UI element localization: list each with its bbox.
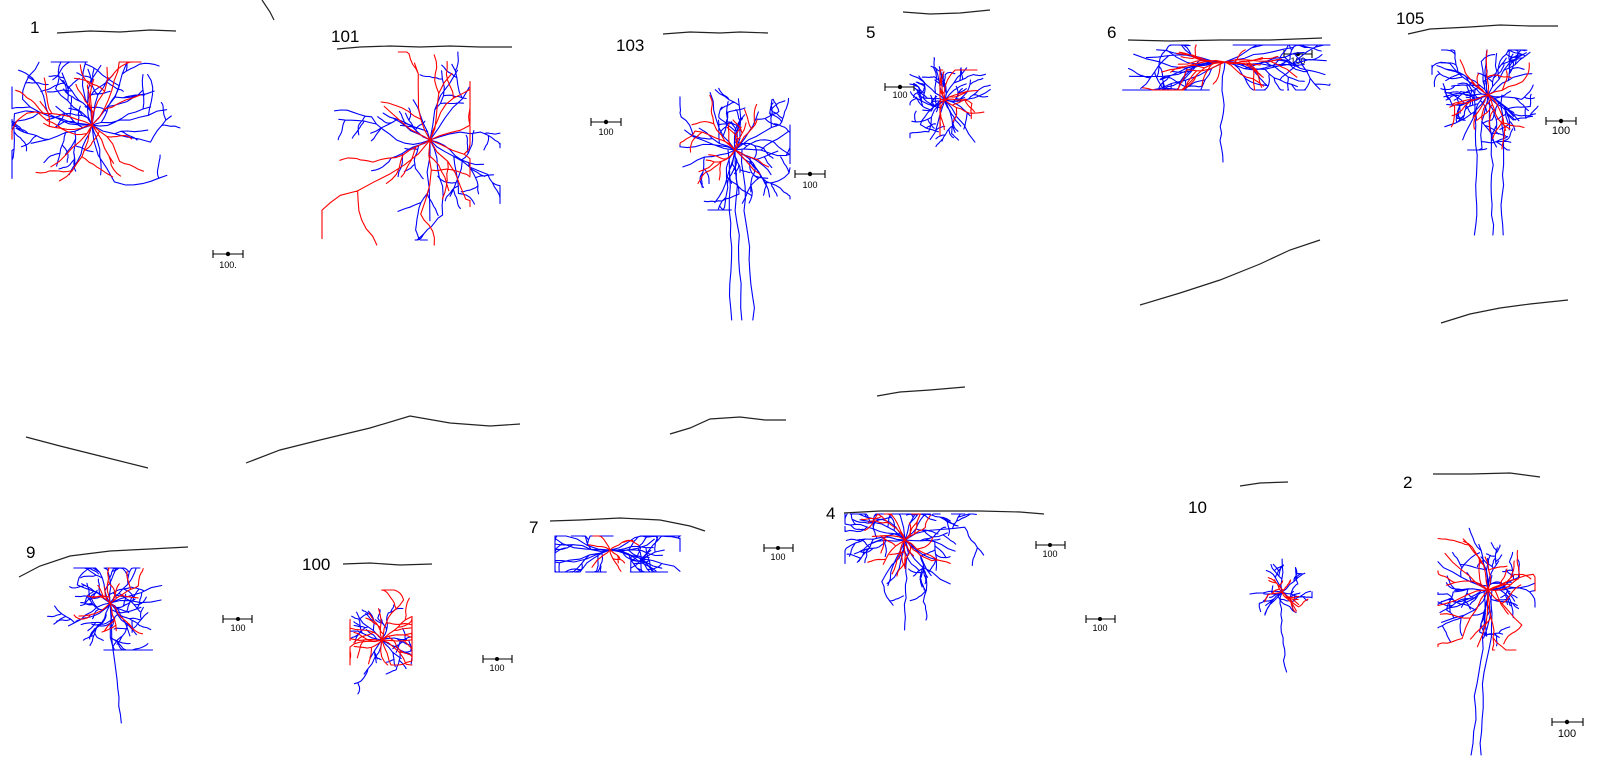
- cell-label-6: 6: [1107, 23, 1116, 42]
- scale-label: 100: [598, 127, 613, 137]
- axon-trunk: [1279, 591, 1288, 673]
- neuron-cell-5: [909, 57, 991, 148]
- neuron-cell-105: [1431, 49, 1539, 236]
- scale-bar-cell-9: 100: [222, 615, 253, 633]
- axon-arbor: [554, 535, 682, 573]
- cell-label-100: 100: [302, 555, 330, 574]
- cell-label-2: 2: [1403, 473, 1412, 492]
- axon-arbor: [1122, 44, 1331, 91]
- dendrite-arbor: [73, 567, 144, 635]
- scale-label: 100.: [219, 260, 237, 270]
- neuron-cell-2: [1437, 527, 1536, 756]
- cell-labels: 1 101 103 5 6 105 9 100 7 4 10 2: [26, 9, 1424, 574]
- scale-bar-cell-1: 100.: [212, 250, 244, 270]
- axon-arbor: [47, 567, 163, 651]
- dendrite-arbor: [679, 94, 770, 185]
- neuron-cell-103: [679, 87, 791, 321]
- scale-bar-cell-4: 100: [1035, 541, 1066, 559]
- scale-label: 100: [1042, 549, 1057, 559]
- neuron-cell-4: [844, 513, 985, 631]
- scale-label: 100: [489, 663, 504, 673]
- neuron-cell-1: [11, 61, 181, 186]
- neuron-cell-101: [321, 51, 501, 246]
- scale-label: 100: [802, 180, 817, 190]
- scale-label: 100: [230, 623, 245, 633]
- scale-bar-cell-103: 100: [590, 118, 622, 137]
- scale-bar-cell-2: 100: [1551, 718, 1584, 740]
- dendrite-arbor: [860, 513, 951, 577]
- cell-label-4: 4: [826, 504, 835, 523]
- scale-label: 100: [892, 90, 907, 100]
- neuron-cell-100: [349, 589, 413, 695]
- scale-label: 100: [1092, 623, 1107, 633]
- dendrite-arbor: [11, 61, 144, 182]
- cell-label-101: 101: [331, 27, 359, 46]
- scale-label: 100: [1290, 56, 1305, 66]
- dendrite-arbor: [1142, 44, 1298, 91]
- cell-label-7: 7: [529, 518, 538, 537]
- scale-bar-cell-5: 100: [884, 83, 915, 100]
- cell-label-10: 10: [1188, 498, 1207, 517]
- scale-label: 100: [770, 552, 785, 562]
- axon-arbor: [1437, 527, 1536, 647]
- axon-trunk: [109, 602, 122, 724]
- pia-lines: [18, 0, 1569, 578]
- dendrite-arbor: [349, 589, 413, 666]
- dendrite-arbor: [1437, 537, 1536, 651]
- axon-arbor: [679, 87, 791, 211]
- dendrite-arbor: [939, 69, 985, 137]
- cell-label-105: 105: [1396, 9, 1424, 28]
- cell-label-103: 103: [616, 36, 644, 55]
- neuron-morphologies: [11, 44, 1539, 756]
- axon-trunk: [1219, 61, 1226, 163]
- axon-trunk: [1473, 94, 1505, 236]
- scale-label: 100: [1552, 125, 1570, 137]
- scale-bar-cell-103b: 100: [794, 170, 826, 190]
- axon-arbor: [1431, 49, 1539, 151]
- scale-label: 100: [1558, 728, 1576, 740]
- neuron-cell-10: [1249, 558, 1313, 673]
- cell-label-5: 5: [866, 23, 875, 42]
- dendrite-arbor: [1264, 577, 1309, 613]
- dendrite-arbor: [1449, 49, 1530, 150]
- axon-trunk: [727, 149, 755, 321]
- scale-bar-cell-7: 100: [763, 544, 794, 562]
- cell-label-9: 9: [26, 543, 35, 562]
- axon-arbor: [349, 603, 413, 695]
- axon-arbor: [909, 57, 991, 148]
- dendrite-arbor: [321, 51, 471, 246]
- neuron-cell-9: [47, 567, 163, 724]
- scale-bar-cell-100: 100: [482, 655, 513, 673]
- scale-bar-cell-105: 100: [1545, 117, 1577, 137]
- neuron-cell-6: [1122, 44, 1331, 163]
- scale-bars: 100. 100 100 100 100 100 100 100: [212, 50, 1584, 740]
- neuron-cell-7: [554, 535, 682, 573]
- axon-trunk: [1470, 589, 1493, 756]
- scale-bar-cell-10: 100: [1085, 615, 1116, 633]
- dendrite-arbor: [587, 535, 640, 572]
- cell-label-1: 1: [30, 18, 39, 37]
- axon-arbor: [334, 51, 501, 241]
